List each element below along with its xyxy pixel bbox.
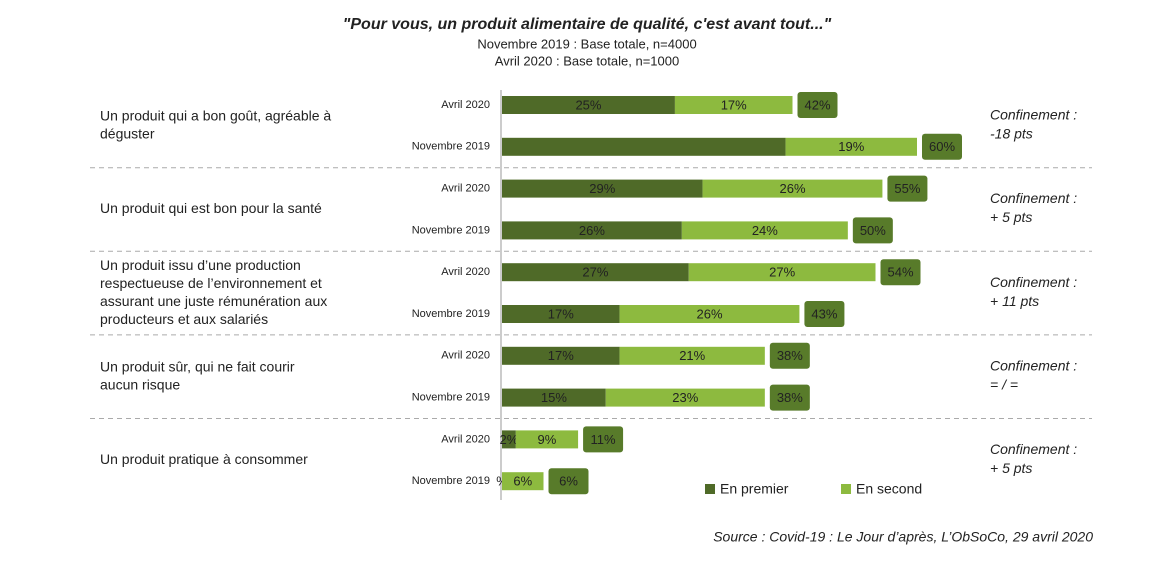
row-label: Novembre 2019 — [412, 308, 490, 320]
value-label: 19% — [838, 139, 864, 154]
value-label: 17% — [548, 306, 574, 321]
bar-segment — [502, 96, 675, 114]
annotation: + 5 pts — [990, 460, 1032, 476]
row-label: Novembre 2019 — [412, 141, 490, 153]
bar-segment — [785, 137, 917, 156]
total-label: 38% — [777, 390, 803, 405]
total-badge — [769, 384, 810, 411]
annotation: + 11 pts — [990, 293, 1039, 309]
total-badge — [880, 259, 921, 286]
annotation: + 5 pts — [990, 209, 1032, 225]
total-badge — [887, 175, 928, 202]
group-label: respectueuse de l’environnement et — [100, 275, 322, 291]
legend-swatch — [705, 484, 715, 494]
total-badge — [922, 133, 962, 160]
bar-segment — [502, 388, 606, 407]
bar-segment — [502, 305, 620, 323]
annotation: = / = — [990, 376, 1018, 392]
row-label: Avril 2020 — [441, 266, 490, 278]
total-badge — [852, 217, 893, 244]
group-label: producteurs et aux salariés — [100, 311, 268, 327]
annotation: Confinement : — [990, 190, 1077, 206]
legend-label: En premier — [720, 481, 789, 497]
total-label: 50% — [860, 223, 886, 238]
value-label: 29% — [589, 181, 615, 196]
bar-segment — [502, 179, 703, 198]
group-label: déguster — [100, 126, 155, 142]
annotation: -18 pts — [990, 126, 1033, 142]
bar-segment — [502, 346, 620, 365]
value-label: 6% — [513, 474, 532, 489]
bar-segment — [502, 221, 682, 240]
value-label: 2% — [500, 432, 519, 447]
annotation: Confinement : — [990, 107, 1077, 123]
total-badge — [769, 342, 810, 369]
group-label: Un produit sûr, qui ne fait courir — [100, 358, 295, 374]
chart-title: "Pour vous, un produit alimentaire de qu… — [343, 16, 832, 33]
bar-segment — [502, 472, 544, 491]
total-label: 54% — [887, 265, 913, 280]
total-label: 6% — [559, 474, 578, 489]
legend-label: En second — [856, 481, 922, 497]
row-label: Avril 2020 — [441, 183, 490, 195]
row-label: Novembre 2019 — [412, 475, 490, 487]
bar-segment — [515, 430, 579, 449]
total-badge — [583, 426, 624, 453]
group-label: aucun risque — [100, 376, 180, 392]
bar-segment — [605, 388, 765, 407]
row-label: Avril 2020 — [441, 433, 490, 445]
row-label: Novembre 2019 — [412, 224, 490, 236]
group-label: Un produit issu d’une production — [100, 257, 301, 273]
bar-segment — [502, 137, 786, 156]
value-label: 17% — [548, 348, 574, 363]
value-label: 25% — [575, 97, 601, 112]
total-label: 42% — [804, 97, 830, 112]
group-label: assurant une juste rémunération aux — [100, 293, 327, 309]
total-badge — [804, 301, 845, 327]
bar-segment — [619, 346, 765, 365]
total-label: 43% — [811, 306, 837, 321]
value-label: 15% — [541, 390, 567, 405]
value-label: 26% — [779, 181, 805, 196]
bar-segment — [502, 430, 516, 449]
value-label: 24% — [752, 223, 778, 238]
total-label: 60% — [929, 139, 955, 154]
group-label: Un produit pratique à consommer — [100, 451, 308, 467]
bar-segment — [702, 179, 883, 198]
subtitle: Avril 2020 : Base totale, n=1000 — [495, 53, 679, 68]
value-label: 9% — [538, 432, 557, 447]
group-label: Un produit qui est bon pour la santé — [100, 200, 322, 216]
source: Source : Covid-19 : Le Jour d’après, L’O… — [713, 529, 1093, 545]
legend-swatch — [841, 484, 851, 494]
value-label: 27% — [582, 265, 608, 280]
total-label: 38% — [777, 348, 803, 363]
bar-segment — [688, 263, 876, 282]
value-label: 27% — [769, 265, 795, 280]
value-label: 26% — [696, 306, 722, 321]
annotation: Confinement : — [990, 441, 1077, 457]
bar-segment — [674, 96, 793, 114]
bar-segment — [502, 263, 689, 282]
bar-segment — [681, 221, 848, 240]
bar-segment — [619, 305, 800, 323]
group-label: Un produit qui a bon goût, agréable à — [100, 108, 331, 124]
annotation: Confinement : — [990, 357, 1077, 373]
subtitle: Novembre 2019 : Base totale, n=4000 — [477, 36, 696, 51]
total-label: 11% — [591, 432, 616, 447]
value-label: 17% — [721, 97, 747, 112]
row-label: Avril 2020 — [441, 350, 490, 362]
total-badge — [797, 92, 838, 118]
annotation: Confinement : — [990, 274, 1077, 290]
total-label: 55% — [894, 181, 920, 196]
row-label: Avril 2020 — [441, 99, 490, 111]
value-label: 26% — [579, 223, 605, 238]
total-badge — [548, 468, 589, 495]
value-label: 21% — [679, 348, 705, 363]
row-label: Novembre 2019 — [412, 392, 490, 404]
value-label: 23% — [672, 390, 698, 405]
